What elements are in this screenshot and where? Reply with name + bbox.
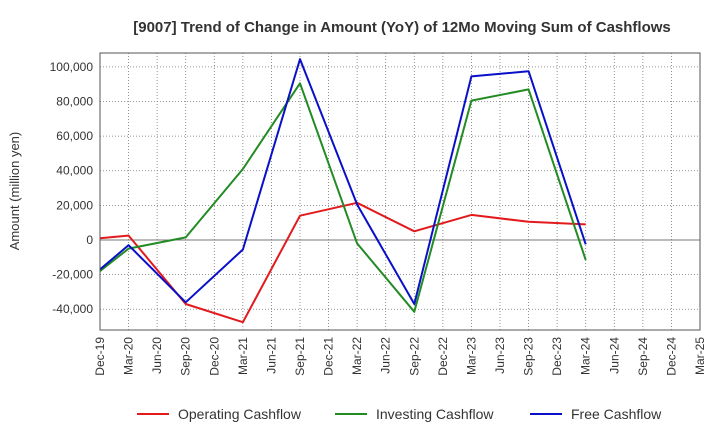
x-tick-label: Sep-23: [522, 337, 536, 376]
series-line-operating-cashflow: [99, 201, 586, 324]
x-tick-label: Mar-20: [122, 337, 136, 375]
x-tick-label: Dec-20: [207, 337, 221, 376]
x-tick-label: Sep-21: [293, 337, 307, 376]
y-tick-label: 80,000: [56, 94, 93, 108]
chart-title: [9007] Trend of Change in Amount (YoY) o…: [133, 19, 671, 36]
y-tick-label: 20,000: [56, 198, 93, 212]
legend: Operating Cashflow Investing Cashflow Free…: [137, 406, 662, 422]
series-lines: [99, 58, 587, 324]
legend-label: Investing Cashflow: [376, 406, 494, 422]
x-tick-label: Jun-20: [150, 337, 164, 374]
y-tick-label: 40,000: [56, 164, 93, 178]
x-tick-label: Jun-21: [264, 337, 278, 374]
x-tick-label: Sep-20: [179, 337, 193, 376]
x-tick-label: Dec-22: [436, 337, 450, 376]
y-tick-label: -20,000: [52, 268, 93, 282]
x-tick-label: Mar-25: [693, 337, 707, 375]
x-tick-label: Mar-24: [579, 337, 593, 375]
y-tick-label: 60,000: [56, 129, 93, 143]
x-tick-label: Sep-24: [636, 337, 650, 376]
x-tick-label: Mar-22: [350, 337, 364, 375]
x-tick-label: Dec-19: [93, 337, 107, 376]
legend-label: Free Cashflow: [571, 406, 662, 422]
legend-label: Operating Cashflow: [178, 406, 302, 422]
plot-frame: [99, 52, 701, 331]
x-tick-label: Mar-23: [464, 337, 478, 375]
y-tick-label: -40,000: [52, 302, 93, 316]
series-line-free-cashflow: [99, 58, 587, 305]
x-tick-label: Jun-24: [607, 337, 621, 374]
x-tick-label: Dec-21: [322, 337, 336, 376]
y-axis-label: Amount (million yen): [7, 132, 22, 251]
x-tick-label: Dec-23: [550, 337, 564, 376]
tick-labels: -40,000 -20,000 0 20,000 40,000 60,000 80,000 1…: [50, 60, 707, 376]
x-tick-label: Jun-23: [493, 337, 507, 374]
x-tick-label: Dec-24: [664, 337, 678, 376]
series-line-investing-cashflow: [99, 82, 587, 313]
x-tick-label: Sep-22: [407, 337, 421, 376]
x-tick-label: Jun-22: [379, 337, 393, 374]
y-tick-label: 100,000: [50, 60, 94, 74]
x-tick-label: Mar-21: [236, 337, 250, 375]
grid: [99, 53, 701, 330]
y-tick-label: 0: [86, 233, 93, 247]
